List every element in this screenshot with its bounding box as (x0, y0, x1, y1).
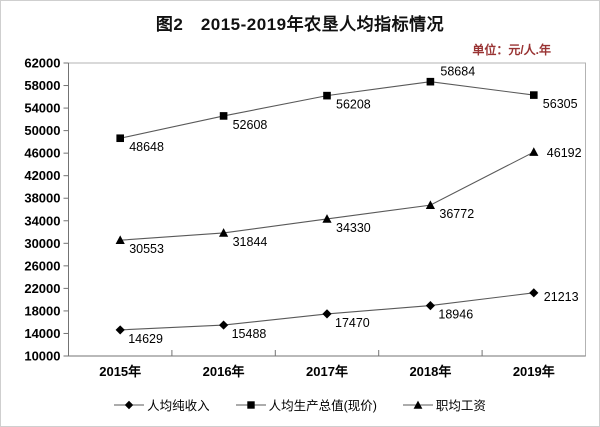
marker-diamond-icon (529, 288, 539, 298)
x-axis-label: 2016年 (203, 364, 245, 379)
y-axis-label: 22000 (24, 281, 60, 296)
marker-square-icon (426, 77, 435, 86)
marker-diamond-icon (425, 300, 435, 311)
x-axis-label: 2017年 (306, 364, 348, 379)
legend-item-gdp: 人均生产总值(现价) (235, 395, 377, 414)
legend-marker-triangle-icon (402, 400, 433, 409)
y-axis-label: 42000 (24, 168, 60, 183)
y-axis-label: 46000 (24, 146, 60, 161)
unit-label: 单位：元/人.年 (472, 43, 551, 57)
y-axis-label: 18000 (24, 303, 60, 318)
y-axis-label: 62000 (24, 56, 60, 71)
marker-diamond-icon (322, 309, 332, 319)
data-label: 56305 (543, 97, 578, 111)
data-label: 17470 (335, 316, 370, 330)
y-axis-label: 34000 (24, 213, 60, 228)
data-label: 56208 (336, 98, 371, 112)
data-label: 15488 (232, 327, 267, 341)
data-label: 52608 (233, 118, 268, 132)
marker-square-icon (116, 134, 124, 143)
marker-square-icon (530, 91, 538, 99)
data-label: 34330 (336, 221, 371, 235)
x-axis-label: 2019年 (513, 364, 555, 379)
x-axis-label: 2015年 (99, 364, 141, 379)
data-label: 14629 (128, 332, 163, 346)
marker-triangle-icon (219, 228, 229, 237)
marker-square-icon (323, 91, 331, 100)
chart-legend: 人均纯收入 人均生产总值(现价) 职均工资 (1, 395, 599, 414)
y-axis-label: 30000 (24, 236, 60, 251)
data-label: 30553 (129, 242, 164, 256)
data-label: 31844 (233, 235, 268, 249)
data-label: 46192 (547, 146, 582, 160)
chart-title: 图2 2015-2019年农垦人均指标情况 (155, 15, 445, 34)
marker-triangle-icon (529, 147, 539, 156)
marker-triangle-icon (322, 214, 332, 223)
legend-item-net-income: 人均纯收入 (114, 395, 210, 414)
y-axis-label: 14000 (24, 326, 60, 341)
legend-item-wage: 职均工资 (402, 395, 486, 414)
marker-diamond-icon (219, 320, 229, 330)
data-label: 58684 (440, 65, 475, 79)
y-axis-label: 54000 (24, 101, 60, 116)
data-label: 21213 (544, 290, 579, 304)
marker-triangle-icon (425, 200, 435, 209)
legend-label: 人均纯收入 (147, 399, 210, 413)
legend-marker-square-icon (235, 400, 266, 409)
y-axis-label: 10000 (24, 349, 60, 364)
legend-marker-diamond-icon (114, 400, 145, 409)
y-axis-label: 26000 (24, 258, 60, 273)
data-label: 18946 (438, 308, 473, 322)
marker-square-icon (219, 112, 228, 120)
y-axis-label: 58000 (24, 78, 60, 93)
data-label: 48648 (129, 140, 164, 154)
x-axis-label: 2018年 (409, 364, 451, 379)
data-label: 36772 (439, 207, 474, 221)
marker-triangle-icon (115, 235, 125, 244)
legend-label: 人均生产总值(现价) (268, 399, 377, 413)
y-axis-label: 50000 (24, 123, 60, 138)
series-line-per-capita-gdp-current-price (120, 81, 534, 139)
series-line-average-wage (120, 151, 535, 241)
y-axis-label: 38000 (24, 191, 60, 206)
marker-diamond-icon (115, 325, 125, 335)
legend-label: 职均工资 (435, 399, 486, 413)
